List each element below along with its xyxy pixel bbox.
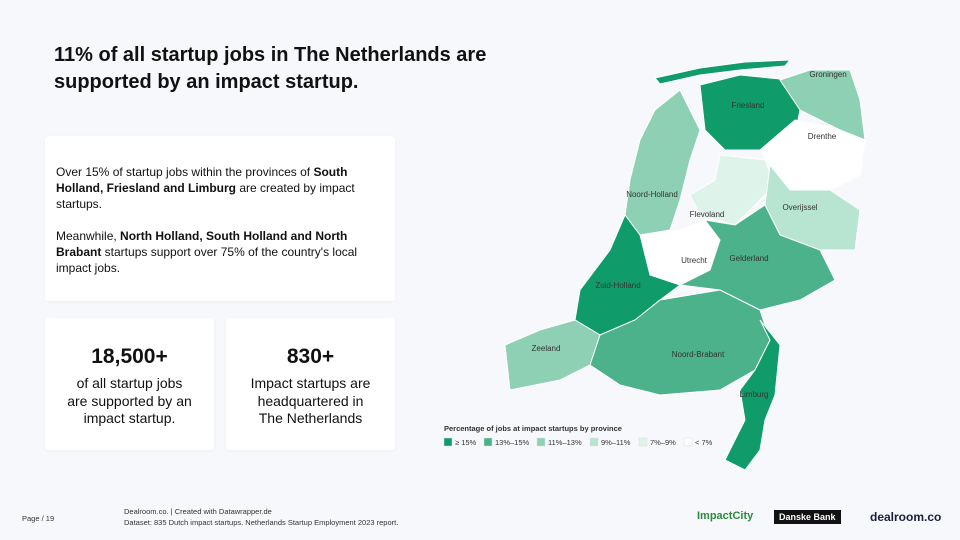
text-card: Over 15% of startup jobs within the prov… — [45, 136, 395, 301]
logo: dealroom.co — [870, 510, 942, 524]
province — [779, 69, 866, 141]
text-run: startups support over 75% of the country… — [56, 245, 358, 275]
province-label: Drenthe — [808, 132, 837, 141]
logo: Danske Bank — [774, 510, 841, 524]
legend-label: < 7% — [695, 438, 713, 447]
province-label: Flevoland — [690, 210, 725, 219]
islands — [654, 59, 792, 85]
legend-swatch — [483, 437, 493, 447]
province-label: Groningen — [809, 70, 846, 79]
legend-swatch — [589, 437, 599, 447]
province — [624, 89, 701, 236]
province-label: Utrecht — [681, 256, 708, 265]
legend-swatch — [536, 437, 546, 447]
legend-swatch — [638, 437, 648, 447]
dataset: Dataset: 835 Dutch impact startups. Neth… — [124, 518, 399, 527]
legend-label: 7%–9% — [650, 438, 676, 447]
province — [678, 204, 836, 311]
legend-label: ≥ 15% — [455, 438, 477, 447]
stat-value: 18,500+ — [91, 345, 168, 368]
paragraph: Over 15% of startup jobs within the prov… — [56, 164, 385, 212]
stat-card: 830+ Impact startups are headquartered i… — [226, 318, 395, 450]
stat-card: 18,500+ of all startup jobs are supporte… — [45, 318, 214, 450]
legend-swatch — [443, 437, 453, 447]
province-label: Zuid-Holland — [595, 281, 640, 290]
province-label: Noord-Holland — [626, 190, 678, 199]
province — [504, 319, 601, 391]
text-run: South Holland, Friesland and Limburg — [56, 165, 348, 195]
province-label: Noord-Brabant — [672, 350, 725, 359]
province-label: Overijssel — [782, 203, 817, 212]
legend-label: 11%–13% — [548, 438, 582, 447]
legend-label: 13%–15% — [495, 438, 530, 447]
logo: ImpactCity — [697, 510, 754, 522]
legend-title: Percentage of jobs at impact startups by… — [444, 424, 622, 433]
text-run: North Holland, South Holland and North B… — [56, 229, 348, 259]
text-run: Over 15% of startup jobs within the prov… — [56, 165, 314, 179]
province-label: Zeeland — [532, 344, 561, 353]
text-run: are created by impact startups. — [56, 181, 355, 211]
province — [724, 319, 781, 471]
page-number: Page / 19 — [22, 514, 55, 523]
stat-text: Impact startups are headquartered in The… — [250, 375, 371, 426]
source: Dealroom.co. | Created with Datawrapper.… — [124, 507, 272, 516]
stat-value: 830+ — [286, 345, 335, 368]
province-label: Gelderland — [729, 254, 768, 263]
text-run: Meanwhile, — [56, 229, 121, 243]
stat-text: of all startup jobs are supported by an … — [67, 375, 192, 426]
province-label: Friesland — [732, 101, 765, 110]
province-label: Limburg — [740, 390, 769, 399]
title: 11% of all startup jobs in The Netherlan… — [54, 44, 487, 93]
legend-label: 9%–11% — [601, 438, 631, 447]
paragraph: Meanwhile, North Holland, South Holland … — [56, 228, 385, 276]
legend-swatch — [683, 437, 693, 447]
